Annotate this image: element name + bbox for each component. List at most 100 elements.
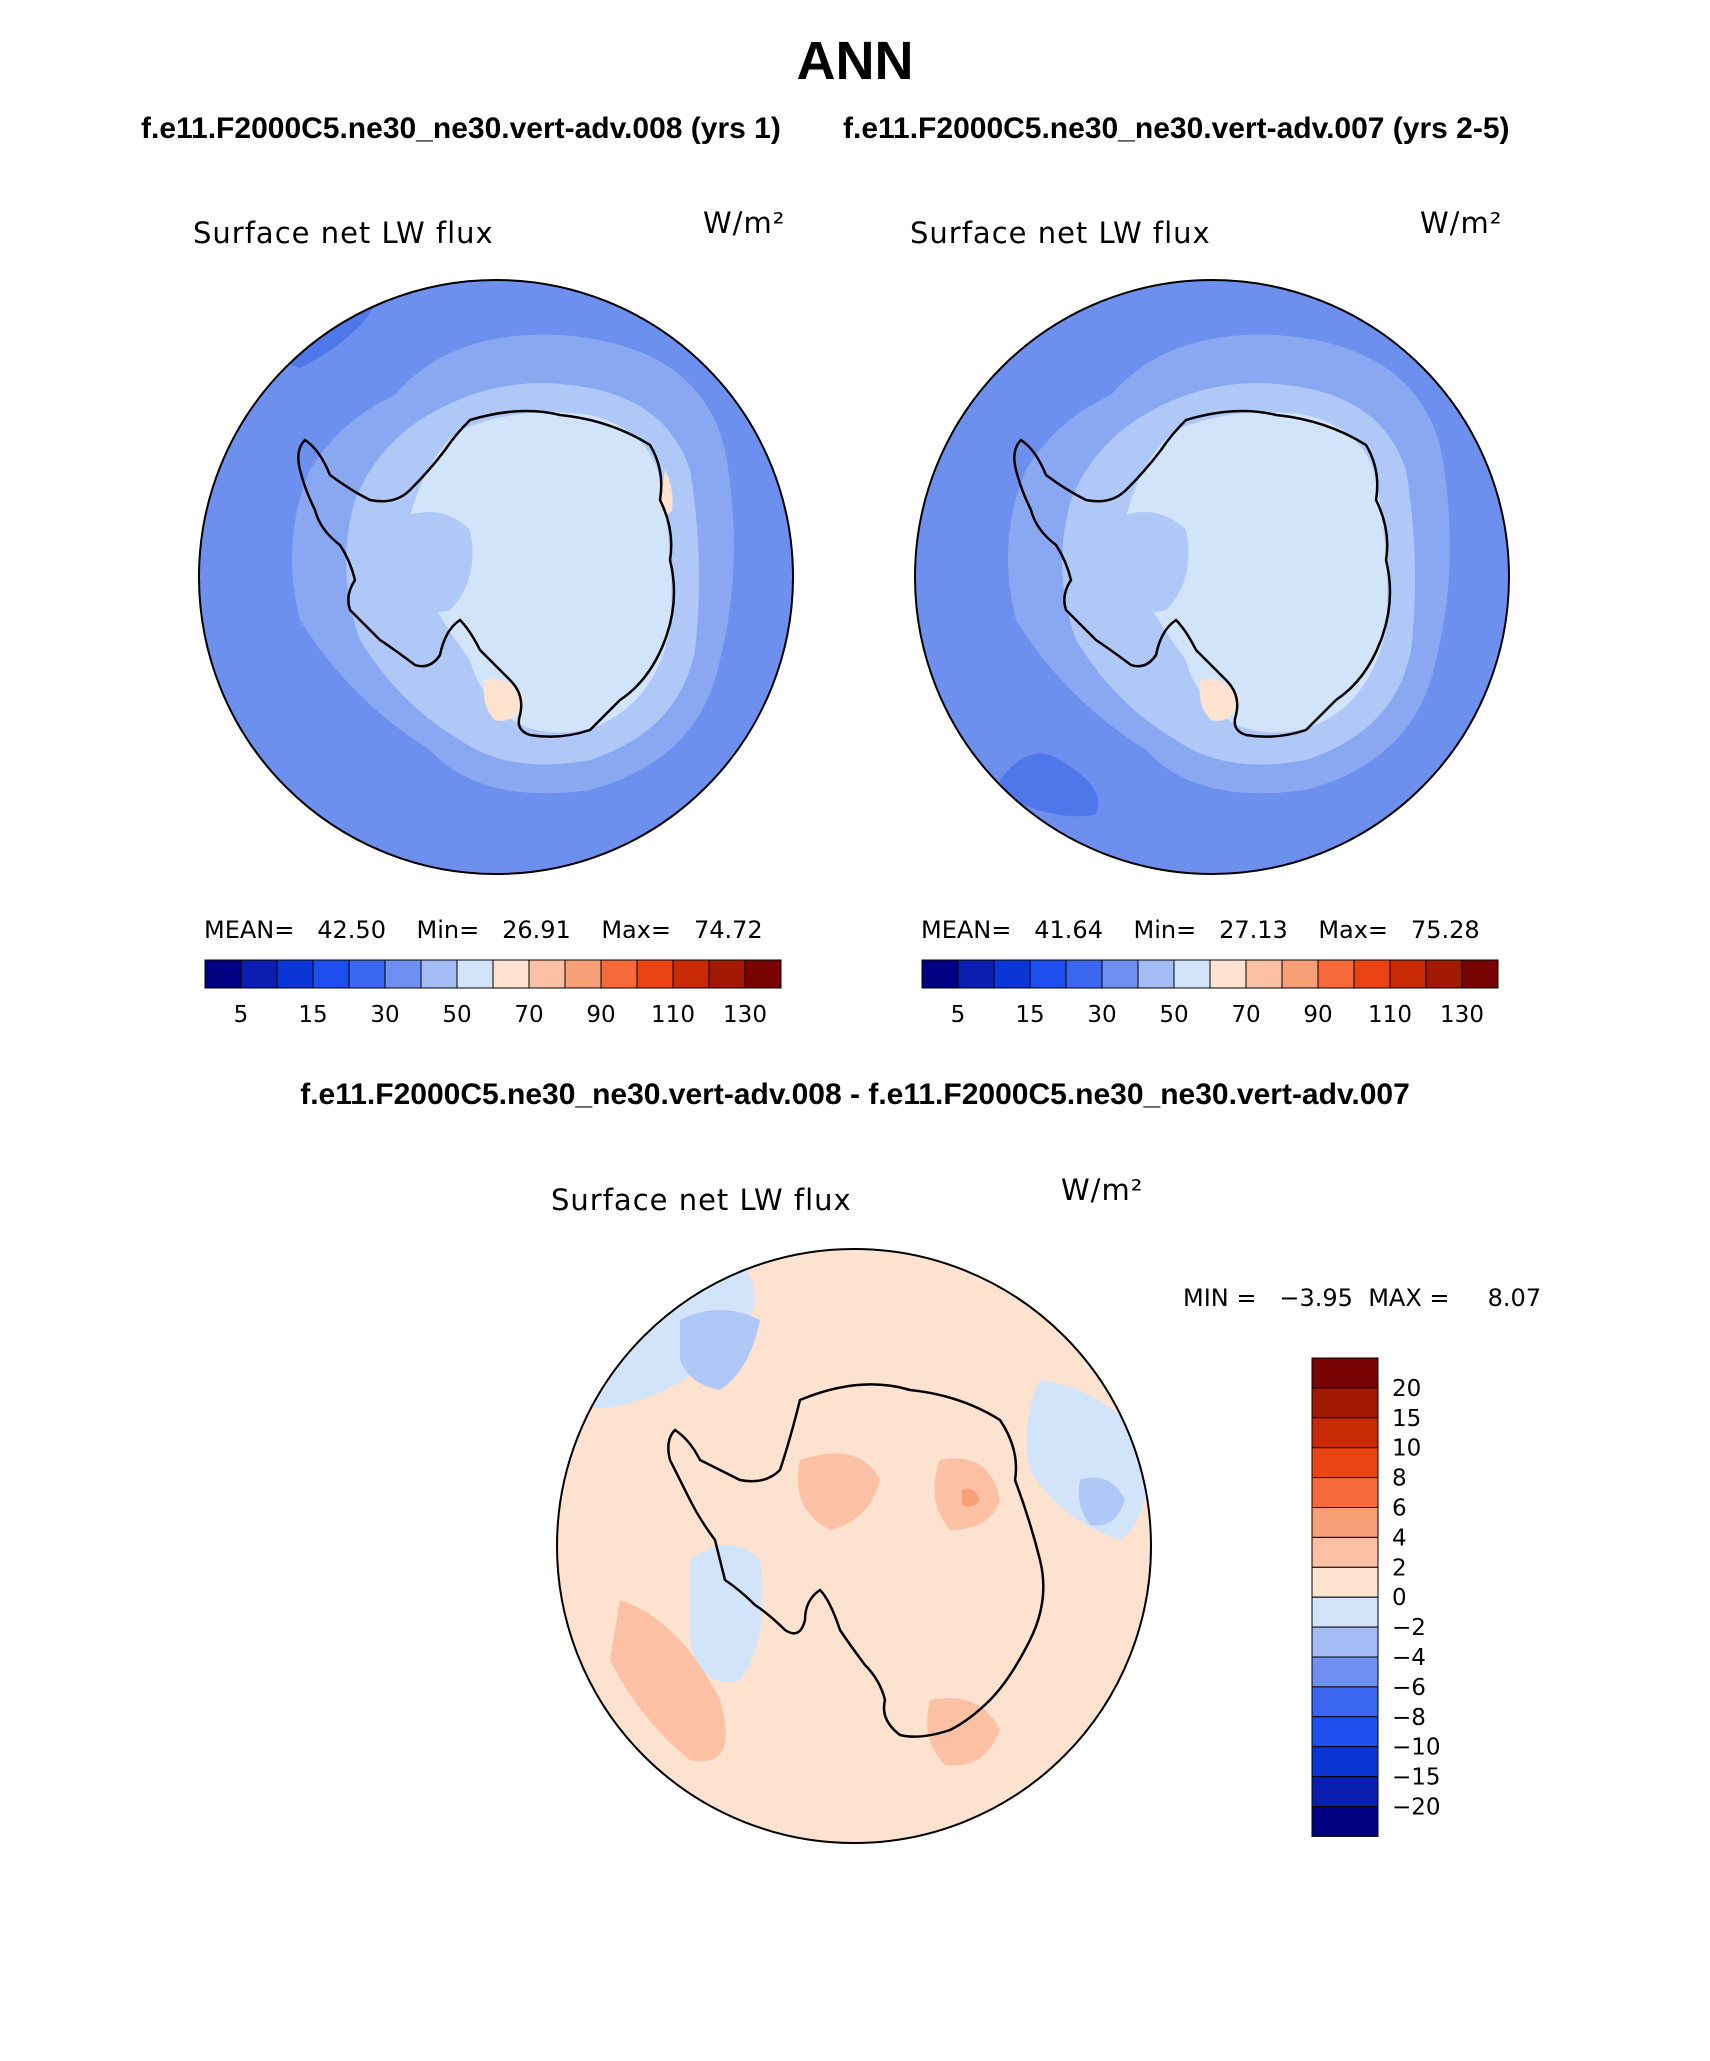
panel2-mean-value: 41.64: [1034, 916, 1103, 944]
panel2-coastline: [1013, 409, 1392, 738]
panel3-maximum-patch: [962, 1488, 980, 1507]
panel3-colorbar-tick-label: 4: [1392, 1525, 1407, 1551]
panel3-colorbar-tick-label: −4: [1392, 1645, 1426, 1671]
panel2-variable-label: Surface net LW flux: [910, 216, 1211, 250]
panel3-negative-region-west: [690, 1545, 763, 1682]
panel3-positive-patch-coast: [927, 1698, 1000, 1766]
panel2-stats: MEAN= 41.64 Min= 27.13 Max= 75.28: [921, 916, 1480, 944]
panel2-colorbar-swatch: [1461, 959, 1499, 989]
panel1-stats: MEAN= 42.50 Min= 26.91 Max= 74.72: [204, 916, 763, 944]
panel1-colorbar-swatch: [708, 959, 746, 989]
panel1-colorbar-swatch: [204, 959, 242, 989]
panel1-colorbar-swatch: [456, 959, 494, 989]
panel2-mean-label: MEAN=: [921, 916, 1012, 944]
panel3-colorbar-swatch: [1311, 1357, 1379, 1389]
panel1-min-label: Min=: [416, 916, 480, 944]
panel3-colorbar-tick-label: 6: [1392, 1496, 1407, 1522]
panel2-colorbar-swatch: [1245, 959, 1283, 989]
panel3-coastline: [667, 1383, 1045, 1738]
panel1-map: [199, 280, 793, 874]
panel3-colorbar-tick-label: 8: [1392, 1466, 1407, 1492]
panel1-colorbar-tick-label: 30: [370, 1002, 399, 1028]
panel1-colorbar-swatch: [348, 959, 386, 989]
panel2-colorbar-tick-label: 130: [1440, 1002, 1484, 1028]
panel3-colorbar-swatch: [1311, 1417, 1379, 1449]
panel2-colorbar-swatch: [1065, 959, 1103, 989]
panel3-colorbar-swatch: [1311, 1477, 1379, 1508]
panel2-colorbar-swatch: [993, 959, 1031, 989]
figure-title: ANN: [796, 31, 914, 91]
panel3-map: [557, 1249, 1151, 1843]
panel1-colorbar-swatch: [240, 959, 278, 989]
panel1-positive-patch: [483, 679, 525, 721]
panel3-colorbar-tick-label: −15: [1392, 1765, 1441, 1791]
panel2-max-value: 75.28: [1410, 916, 1480, 944]
panel1-colorbar-swatch: [312, 959, 350, 989]
panel3-colorbar-swatch: [1311, 1626, 1379, 1658]
panel3-colorbar-swatch: [1311, 1776, 1379, 1807]
panel1-colorbar-tick-label: 90: [586, 1002, 615, 1028]
panel2-colorbar-swatch: [1389, 959, 1427, 989]
panel3-stats: MIN = −3.95 MAX = 8.07: [1183, 1284, 1541, 1312]
panel3-colorbar-swatch: [1311, 1716, 1379, 1748]
panel3-colorbar-swatch: [1311, 1656, 1379, 1688]
panel1-max-value: 74.72: [693, 916, 763, 944]
panel3-positive-patch-center: [798, 1453, 880, 1530]
panel3-max-label: MAX =: [1368, 1284, 1450, 1312]
panel2-colorbar-swatch: [1425, 959, 1463, 989]
panel1-antarctica-field: [408, 412, 672, 733]
panel2-colorbar-swatch: [1317, 959, 1355, 989]
panel3-colorbar-swatch: [1311, 1536, 1379, 1568]
panel2-colorbar-swatch: [957, 959, 995, 989]
panel1-colorbar-swatch: [492, 959, 530, 989]
panel3-colorbar-swatch: [1311, 1596, 1379, 1628]
panel3-colorbar-tick-label: −10: [1392, 1735, 1441, 1761]
panel2-colorbar-swatch: [921, 959, 959, 989]
panel3-colorbar-swatch: [1311, 1387, 1379, 1419]
panel3-colorbar-tick-label: 2: [1392, 1555, 1407, 1581]
panel2-colorbar-tick-label: 30: [1087, 1002, 1116, 1028]
panel2-colorbar-swatch: [1209, 959, 1247, 989]
panel2-map: [915, 280, 1509, 874]
panel3-negative-patch-north: [680, 1310, 760, 1390]
panel3-min-value: −3.95: [1279, 1284, 1353, 1312]
panel3-units-label: W/m²: [1061, 1173, 1144, 1207]
panel3-colorbar-swatch: [1311, 1686, 1379, 1718]
panel1-positive-patch-east: [660, 470, 673, 514]
panel3-map-border: [556, 1248, 1152, 1844]
panel2-colorbar-tick-label: 70: [1231, 1002, 1260, 1028]
panel1-min-value: 26.91: [502, 916, 571, 944]
panel1-max-label: Max=: [601, 916, 672, 944]
panel1-colorbar-swatch: [672, 959, 710, 989]
panel3-colorbar-tick-label: 15: [1392, 1406, 1421, 1432]
panel2-low-flux-patch: [1000, 753, 1099, 817]
panel3-positive-field: [557, 1249, 1151, 1843]
panel1-colorbar-swatch: [744, 959, 782, 989]
panel1-colorbar-tick-label: 70: [514, 1002, 543, 1028]
panel2-west-antarctica-field: [1102, 512, 1189, 613]
panel2-colorbar-swatch: [1173, 959, 1211, 989]
panel3-colorbar-tick-label: −8: [1392, 1705, 1426, 1731]
panel1-map-border: [198, 279, 794, 875]
panel1-variable-label: Surface net LW flux: [193, 216, 494, 250]
panel1-colorbar-swatch: [384, 959, 422, 989]
panel3-colorbar-tick-label: −6: [1392, 1675, 1426, 1701]
panel1-colorbar-tick-label: 50: [442, 1002, 471, 1028]
panel2-colorbar-tick-label: 90: [1303, 1002, 1332, 1028]
panel1-mean-value: 42.50: [317, 916, 386, 944]
panel2-min-value: 27.13: [1219, 916, 1288, 944]
panel3-colorbar-swatch: [1311, 1507, 1379, 1538]
panel1-mean-label: MEAN=: [204, 916, 295, 944]
panel2-antarctica-field: [1124, 412, 1388, 733]
panel1-colorbar-swatch: [276, 959, 314, 989]
panel2-colorbar-swatch: [1137, 959, 1175, 989]
panel1-colorbar-swatch: [600, 959, 638, 989]
panel2-max-label: Max=: [1318, 916, 1389, 944]
panel3-colorbar-tick-label: −2: [1392, 1615, 1426, 1641]
panel1-colorbar-swatch: [528, 959, 566, 989]
panel1-low-flux-patch: [282, 304, 375, 368]
panel2-colorbar-swatch: [1353, 959, 1391, 989]
panel3-colorbar-swatch: [1311, 1566, 1379, 1598]
panel2-colorbar-tick-label: 5: [951, 1002, 966, 1028]
